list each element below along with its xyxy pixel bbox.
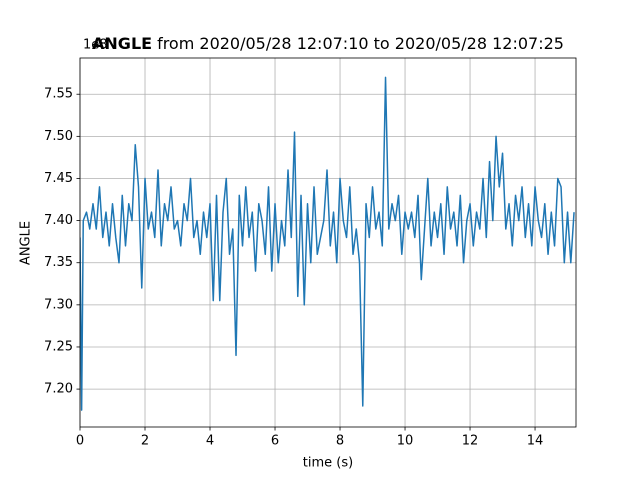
y-tick-label: 7.20: [44, 382, 73, 397]
y-tick-label: 7.25: [44, 339, 73, 354]
x-tick-label: 10: [397, 434, 414, 449]
x-tick-label: 8: [336, 434, 344, 449]
y-tick-label: 7.35: [44, 255, 73, 270]
data-line: [80, 76, 575, 411]
title-bold: ANGLE: [92, 34, 152, 53]
x-tick-label: 4: [206, 434, 214, 449]
offset-text: 1e8: [83, 38, 108, 53]
y-axis-label: ANGLE: [19, 221, 34, 265]
y-tick-label: 7.50: [44, 129, 73, 144]
y-tick-label: 7.55: [44, 87, 73, 102]
y-tick-label: 7.30: [44, 297, 73, 312]
plot-frame: [79, 57, 577, 428]
title-rest: from 2020/05/28 12:07:10 to 2020/05/28 1…: [157, 34, 564, 53]
x-tick-label: 14: [527, 434, 544, 449]
y-tick-label: 7.40: [44, 213, 73, 228]
y-tick-label: 7.45: [44, 171, 73, 186]
x-tick-label: 6: [271, 434, 279, 449]
x-tick-label: 12: [462, 434, 479, 449]
x-tick-label: 0: [76, 434, 84, 449]
chart-title: ANGLE from 2020/05/28 12:07:10 to 2020/05…: [92, 34, 564, 53]
x-tick-label: 2: [141, 434, 149, 449]
x-axis-label: time (s): [303, 456, 353, 471]
